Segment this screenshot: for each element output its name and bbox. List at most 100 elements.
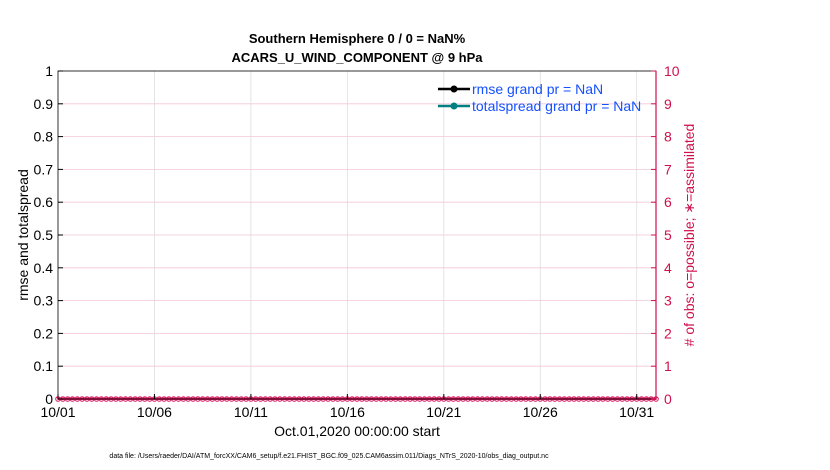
obs-assimilated-marker: *	[375, 395, 379, 405]
obs-assimilated-marker: *	[254, 395, 258, 405]
y-tick-label-right: 5	[664, 227, 672, 243]
obs-assimilated-marker: *	[620, 395, 624, 405]
obs-assimilated-marker: *	[341, 395, 345, 405]
title-line-1: Southern Hemisphere 0 / 0 = NaN%	[249, 31, 466, 46]
obs-assimilated-marker: *	[80, 395, 84, 405]
obs-assimilated-marker: *	[302, 395, 306, 405]
obs-assimilated-marker: *	[505, 395, 509, 405]
obs-assimilated-marker: *	[288, 395, 292, 405]
ticks: 0 1 2 3 4 5 6 7 8 9 10 0 0.1 0.2 0.3 0.4 0.5 0.6 0.7 0.8 0.9…	[34, 63, 680, 420]
obs-assimilated-marker: *	[640, 395, 644, 405]
obs-assimilated-marker: *	[355, 395, 359, 405]
obs-assimilated-marker: *	[495, 395, 499, 405]
obs-assimilated-marker: *	[563, 395, 567, 405]
obs-assimilated-marker: *	[500, 395, 504, 405]
obs-assimilated-marker: *	[177, 395, 181, 405]
y-tick-label-right: 8	[664, 129, 672, 145]
obs-assimilated-marker: *	[587, 395, 591, 405]
obs-assimilated-marker: *	[240, 395, 244, 405]
obs-assimilated-marker: *	[649, 395, 653, 405]
x-tick-label: 10/01	[40, 404, 75, 420]
obs-assimilated-marker: *	[206, 395, 210, 405]
obs-assimilated-marker: *	[201, 395, 205, 405]
obs-assimilated-marker: *	[162, 395, 166, 405]
obs-assimilated-marker: *	[601, 395, 605, 405]
obs-assimilated-marker: *	[558, 395, 562, 405]
obs-assimilated-marker: *	[95, 395, 99, 405]
obs-assimilated-marker: *	[592, 395, 596, 405]
obs-assimilated-marker: *	[249, 395, 253, 405]
y-tick-label-right: 3	[664, 293, 672, 309]
y-tick-label-left: 0.2	[34, 325, 54, 341]
obs-assimilated-marker: *	[630, 395, 634, 405]
obs-assimilated-marker: *	[172, 395, 176, 405]
y-tick-label-left: 0	[45, 391, 53, 407]
obs-assimilated-marker: *	[148, 395, 152, 405]
obs-assimilated-marker: *	[553, 395, 557, 405]
obs-assimilated-marker: *	[413, 395, 417, 405]
obs-assimilated-marker: *	[635, 395, 639, 405]
obs-assimilated-marker: *	[244, 395, 248, 405]
obs-assimilated-marker: *	[259, 395, 263, 405]
obs-assimilated-marker: *	[567, 395, 571, 405]
obs-assimilated-marker: *	[432, 395, 436, 405]
obs-assimilated-marker: *	[606, 395, 610, 405]
y-tick-label-left: 0.3	[34, 293, 54, 309]
obs-assimilated-marker: *	[100, 395, 104, 405]
y-tick-label-right: 2	[664, 325, 672, 341]
obs-assimilated-marker: *	[543, 395, 547, 405]
obs-assimilated-marker: *	[645, 395, 649, 405]
y-tick-label-right: 9	[664, 96, 672, 112]
obs-assimilated-marker: *	[124, 395, 128, 405]
obs-assimilated-marker: *	[312, 395, 316, 405]
obs-assimilated-marker: *	[307, 395, 311, 405]
x-axis-label: Oct.01,2020 00:00:00 start	[274, 423, 440, 439]
obs-assimilated-marker: *	[514, 395, 518, 405]
legend: rmse grand pr = NaN totalspread grand pr…	[438, 81, 641, 114]
obs-assimilated-marker: *	[365, 395, 369, 405]
obs-assimilated-marker: *	[66, 395, 70, 405]
obs-assimilated-marker: *	[447, 395, 451, 405]
y-tick-label-left: 0.8	[34, 129, 54, 145]
obs-assimilated-marker: *	[297, 395, 301, 405]
obs-assimilated-marker: *	[196, 395, 200, 405]
obs-assimilated-marker: *	[360, 395, 364, 405]
obs-assimilated-marker: *	[331, 395, 335, 405]
obs-assimilated-marker: *	[317, 395, 321, 405]
obs-assimilated-marker: *	[211, 395, 215, 405]
obs-assimilated-marker: *	[215, 395, 219, 405]
y-axis-label-right: # of obs: o=possible; ∗=assimilated	[681, 124, 697, 347]
obs-assimilated-marker: *	[529, 395, 533, 405]
obs-assimilated-marker: *	[90, 395, 94, 405]
legend-marker-rmse	[450, 85, 458, 93]
obs-assimilated-marker: *	[524, 395, 528, 405]
obs-assimilated-marker: *	[394, 395, 398, 405]
obs-assimilated-marker: *	[485, 395, 489, 405]
obs-assimilated-marker: *	[158, 395, 162, 405]
obs-assimilated-marker: *	[577, 395, 581, 405]
obs-assimilated-marker: *	[167, 395, 171, 405]
x-tick-label: 10/11	[234, 404, 268, 420]
obs-assimilated-marker: *	[625, 395, 629, 405]
obs-assimilated-marker: *	[490, 395, 494, 405]
obs-assimilated-marker: *	[423, 395, 427, 405]
data-file-footer: data file: /Users/raeder/DAI/ATM_forcXX/…	[109, 453, 549, 460]
y-tick-label-left: 0.4	[34, 260, 54, 276]
obs-assimilated-marker: *	[461, 395, 465, 405]
x-tick-label: 10/26	[523, 404, 558, 420]
obs-assimilated-marker: *	[403, 395, 407, 405]
obs-assimilated-marker: *	[539, 395, 543, 405]
obs-assimilated-marker: *	[476, 395, 480, 405]
obs-assimilated-marker: *	[350, 395, 354, 405]
y-tick-label-left: 0.1	[34, 358, 54, 374]
obs-assimilated-marker: *	[370, 395, 374, 405]
x-tick-label: 10/31	[619, 404, 654, 420]
obs-assimilated-marker: *	[428, 395, 432, 405]
obs-assimilated-marker: *	[182, 395, 186, 405]
legend-label-totalspread: totalspread grand pr = NaN	[472, 98, 641, 114]
obs-assimilated-marker: *	[611, 395, 615, 405]
obs-assimilated-marker: *	[389, 395, 393, 405]
obs-assimilated-marker: *	[119, 395, 123, 405]
obs-assimilated-marker: *	[346, 395, 350, 405]
obs-assimilated-marker: *	[596, 395, 600, 405]
